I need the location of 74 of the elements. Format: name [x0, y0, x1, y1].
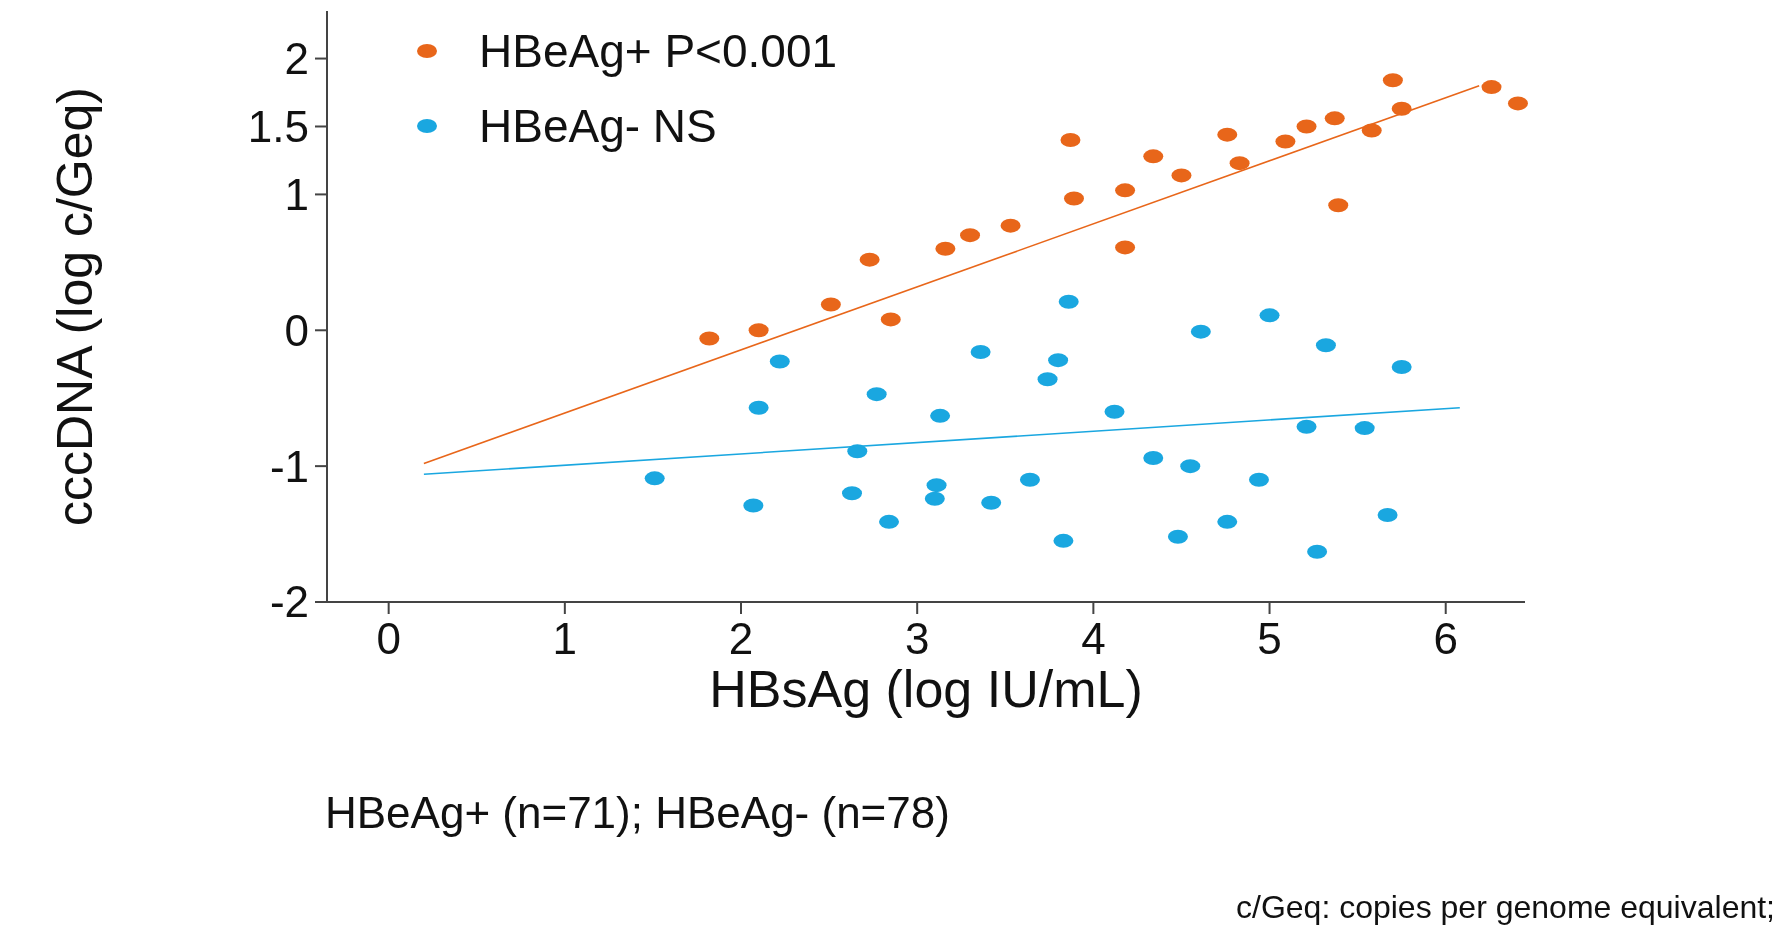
point [1115, 183, 1136, 198]
point [1143, 149, 1164, 164]
point [748, 323, 769, 338]
text: c/Geq: copies per genome equivalent; [1236, 889, 1775, 925]
x-tick-label: 3 [904, 614, 930, 663]
point [1190, 324, 1211, 339]
point [1171, 168, 1192, 183]
point [1180, 459, 1201, 474]
point [924, 491, 945, 506]
point [1000, 218, 1021, 233]
point [1296, 119, 1317, 134]
point [1037, 372, 1058, 387]
x-axis-title: HBsAg (log IU/mL) [709, 660, 1143, 718]
point [1481, 80, 1502, 95]
point [970, 345, 991, 360]
point [1048, 353, 1069, 368]
point [1328, 198, 1349, 213]
point [926, 478, 947, 493]
point [1248, 472, 1269, 487]
legend-label: HBeAg+ P<0.001 [479, 25, 838, 78]
point [1229, 156, 1250, 171]
y-tick-label: 1.5 [247, 101, 309, 151]
point [1053, 533, 1074, 548]
point [1377, 508, 1398, 523]
point [1315, 338, 1336, 353]
point [1361, 123, 1382, 138]
legend-label: HBeAg- NS [479, 100, 717, 153]
y-tick-label: 2 [284, 33, 309, 83]
point [1143, 450, 1164, 465]
y-tick-label: -2 [269, 577, 309, 627]
x-tick-label: 5 [1257, 614, 1282, 663]
point [769, 354, 790, 369]
point [1391, 359, 1412, 374]
point [1275, 134, 1296, 149]
x-tick-label: 0 [376, 614, 401, 663]
point [1167, 529, 1188, 544]
point [842, 486, 863, 501]
point [880, 312, 901, 327]
y-tick-label: 0 [284, 305, 309, 355]
point [743, 498, 764, 513]
x-tick-label: 1 [552, 614, 578, 663]
point [1507, 96, 1528, 111]
point [879, 514, 899, 529]
point [1104, 404, 1125, 419]
point [1019, 472, 1040, 487]
point [1259, 308, 1280, 323]
x-tick-label: 6 [1433, 614, 1458, 663]
point [748, 400, 769, 415]
point [1115, 240, 1136, 255]
point [1382, 73, 1403, 88]
point [935, 241, 956, 256]
point [1063, 191, 1084, 206]
point [1296, 419, 1317, 434]
point [981, 495, 1002, 510]
x-tick-label: 4 [1081, 614, 1106, 663]
point [1217, 514, 1238, 529]
point [1354, 421, 1375, 436]
point [1060, 133, 1081, 148]
point [699, 331, 720, 346]
y-tick-label: 1 [284, 169, 309, 219]
point [1217, 127, 1238, 142]
point [1058, 294, 1079, 309]
point [960, 228, 981, 243]
point [1307, 544, 1328, 559]
y-tick-label: -1 [269, 441, 309, 491]
point [820, 297, 841, 312]
text: HBeAg+ (n=71); HBeAg- (n=78) [325, 788, 950, 837]
point [644, 471, 665, 486]
point [866, 387, 887, 402]
point [930, 408, 951, 423]
x-tick-label: 2 [728, 614, 754, 663]
y-axis-title: cccDNA (log c/Geq) [47, 86, 103, 527]
point [859, 252, 880, 267]
point [1324, 111, 1345, 126]
